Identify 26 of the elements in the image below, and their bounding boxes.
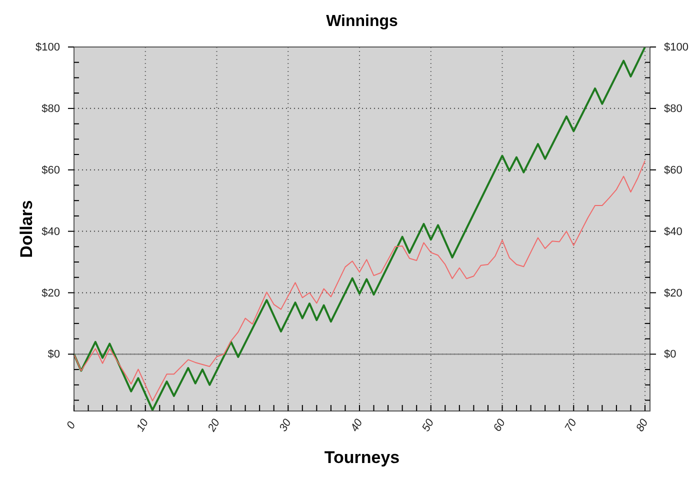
y-tick-label: $80 <box>42 102 60 115</box>
x-tick-label: 40 <box>348 416 366 434</box>
x-tick-label: 0 <box>64 419 79 432</box>
x-tick-label: 70 <box>562 416 580 434</box>
x-tick-label: 80 <box>634 416 652 434</box>
y-tick-label: $20 <box>42 287 60 300</box>
y2-tick-label: $40 <box>664 226 682 238</box>
x-axis-title: Tourneys <box>324 448 400 467</box>
x-tick-label: 30 <box>277 416 294 434</box>
y-tick-label: $60 <box>42 164 60 176</box>
y2-tick-label: $0 <box>664 348 676 361</box>
y-axis-title: Dollars <box>17 200 36 258</box>
x-tick-label: 60 <box>491 416 508 434</box>
y2-tick-label: $60 <box>664 164 682 176</box>
line-series <box>73 46 646 412</box>
y-tick-label: $100 <box>36 42 60 54</box>
line-series <box>74 160 646 402</box>
y-tick-label: $40 <box>42 226 60 238</box>
x-tick-label: 50 <box>420 416 437 434</box>
y2-tick-label: $20 <box>664 287 682 300</box>
y2-tick-label: $80 <box>664 102 682 115</box>
y2-tick-label: $100 <box>664 42 688 54</box>
y-tick-label: $0 <box>48 348 60 361</box>
x-tick-label: 10 <box>134 416 152 434</box>
chart-title: Winnings <box>326 13 398 30</box>
x-tick-label: 20 <box>205 416 223 435</box>
